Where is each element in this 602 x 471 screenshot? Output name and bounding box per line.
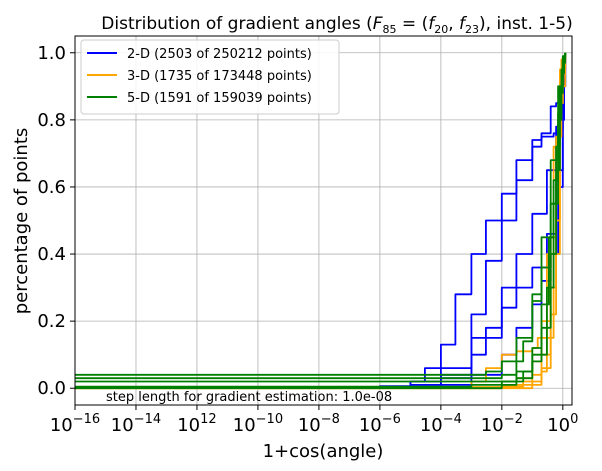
plot-frame (74, 35, 573, 406)
y-tick-label: 0.6 (37, 177, 66, 198)
x-tick-label: 10−6 (359, 412, 401, 436)
legend-label-5d: 5-D (1591 of 159039 points) (127, 91, 312, 106)
x-tick-label: 100 (547, 412, 578, 436)
y-tick-label: 0.2 (37, 311, 66, 332)
legend-label-2d: 2-D (2503 of 250212 points) (127, 47, 312, 62)
series-line-5-d (75, 52, 567, 390)
step-length-annotation: step length for gradient estimation: 1.0… (106, 390, 392, 405)
legend-label-3d: 3-D (1735 of 173448 points) (127, 69, 312, 84)
x-tick-label: 10−14 (111, 412, 161, 436)
x-tick-label: 10−2 (481, 412, 523, 436)
legend-box (80, 39, 340, 115)
x-tick-label: 10−8 (298, 412, 340, 436)
series-lines (75, 52, 567, 390)
axis-ticks: 10−16 10−14 1012 10−10 10−8 10−6 10−4 10−2 100 0.… (37, 43, 578, 436)
chart-title: Distribution of gradient angles (F85 = (… (101, 14, 572, 36)
x-tick-label: 10−16 (50, 412, 100, 436)
legend: 2-D (2503 of 250212 points) 3-D (1735 of… (80, 39, 340, 115)
y-tick-label: 0.0 (37, 378, 66, 399)
x-tick-label: 10−10 (233, 412, 283, 436)
x-tick-label: 10−4 (420, 412, 462, 436)
y-axis-label: percentage of points (11, 128, 32, 315)
x-axis-label: 1+cos(angle) (263, 441, 384, 462)
y-tick-label: 1.0 (37, 43, 66, 64)
y-tick-label: 0.4 (37, 244, 66, 265)
y-tick-label: 0.8 (37, 110, 66, 131)
x-tick-label: 1012 (177, 412, 216, 436)
